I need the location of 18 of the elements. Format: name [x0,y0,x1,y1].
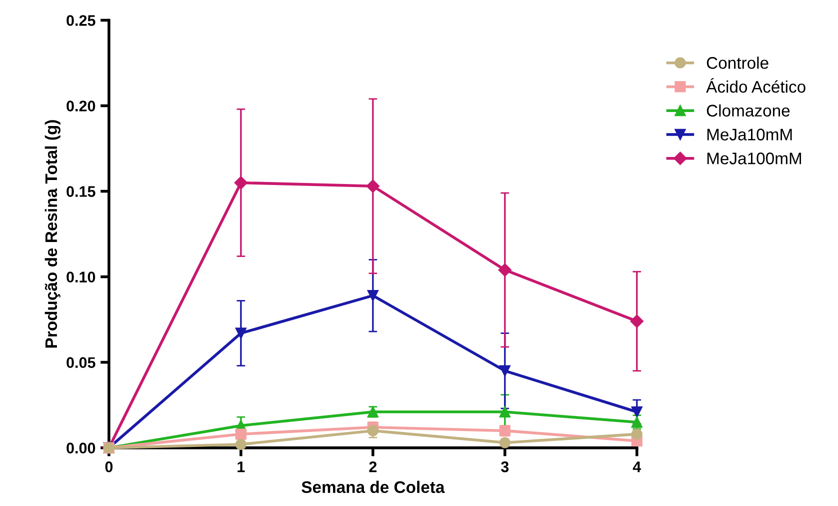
y-tick-label: 0.20 [66,100,96,112]
y-tick-label: 0.05 [66,357,96,368]
y-tick-label: 0.00 [66,442,96,454]
y-axis-title: Produção de Resina Total (g) [44,120,60,348]
legend-label: MeJa100mM [707,152,802,164]
y-tick-label: 0.10 [66,272,96,282]
x-tick-label: 2 [369,461,377,472]
x-tick-label: 3 [501,461,509,472]
legend-label: Clomazone [706,104,790,117]
y-tick-label: 0.15 [66,186,96,197]
legend-label: Controle [706,56,768,69]
x-axis-title: Semana de Coleta [302,480,445,494]
legend-label: Ácido Acético [706,78,806,93]
x-tick-label: 4 [632,462,642,472]
x-tick-label: 0 [105,461,113,472]
legend-label: MeJa10mM [707,128,792,140]
y-tick-label: 0.25 [66,15,96,26]
x-tick-label: 1 [238,462,245,472]
